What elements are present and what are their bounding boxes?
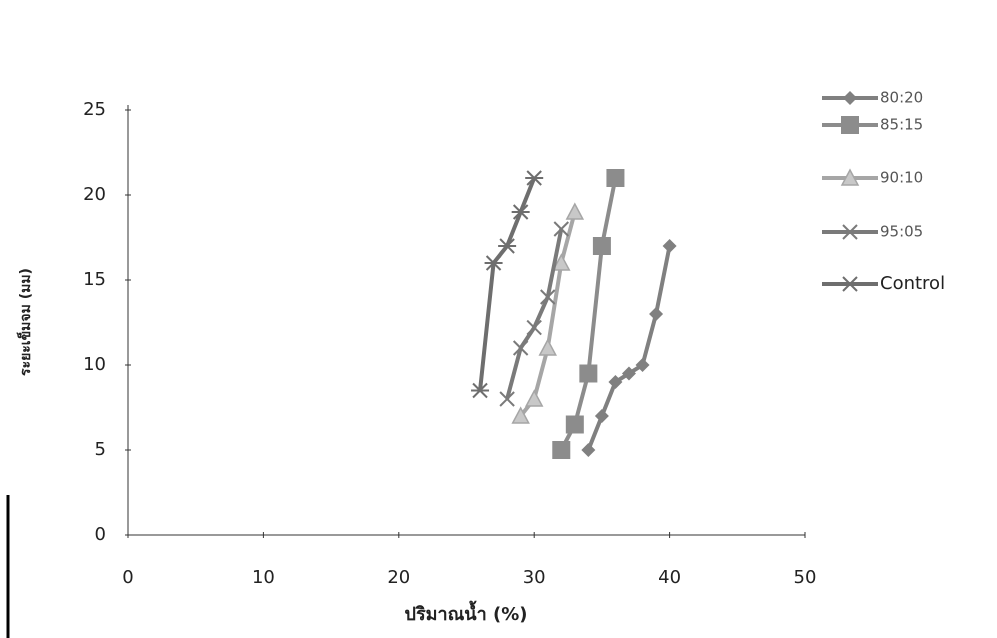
marker (499, 391, 515, 407)
marker (594, 409, 609, 423)
x-axis-label: ปริมาณน้ำ (%) (405, 600, 528, 625)
marker (552, 253, 571, 271)
y-tick-label: 10 (83, 354, 106, 375)
marker (511, 406, 530, 424)
marker (471, 382, 490, 399)
legend-marker (841, 276, 859, 292)
marker (608, 375, 623, 389)
x-tick-label: 0 (122, 567, 133, 588)
marker (606, 169, 625, 187)
legend-marker (840, 168, 860, 186)
marker (635, 358, 650, 372)
marker (579, 364, 598, 383)
marker (526, 319, 542, 336)
y-tick-label: 15 (83, 269, 106, 290)
marker (512, 340, 529, 356)
legend-marker (842, 224, 858, 240)
x-tick-label: 20 (387, 567, 410, 588)
marker (621, 366, 636, 381)
x-tick-label: 10 (252, 567, 275, 588)
marker (484, 255, 503, 271)
legend-label: 80:20 (880, 89, 923, 107)
legend-label: 85:15 (880, 116, 923, 134)
marker (662, 239, 677, 253)
x-tick-label: 50 (794, 567, 817, 588)
marker (525, 170, 544, 186)
marker (511, 204, 530, 220)
marker (552, 441, 571, 459)
y-tick-label: 20 (83, 184, 106, 205)
marker (553, 221, 569, 237)
y-axis-label: ระยะเข็มจม (มม) (16, 268, 34, 376)
y-tick-label: 0 (95, 524, 106, 545)
marker (581, 443, 596, 457)
y-tick-label: 25 (83, 99, 106, 120)
marker (524, 389, 544, 407)
marker (565, 202, 585, 220)
x-tick-label: 40 (658, 567, 681, 588)
legend-marker (843, 91, 857, 105)
marker (498, 238, 517, 254)
marker (592, 237, 611, 255)
y-tick-label: 5 (95, 439, 106, 460)
marker (649, 307, 664, 321)
x-tick-label: 30 (523, 567, 546, 588)
marker (540, 289, 556, 305)
legend-label: 95:05 (880, 223, 923, 241)
marker (538, 338, 557, 356)
legend-marker (841, 116, 859, 134)
legend-label: 90:10 (880, 169, 923, 187)
legend-label: Control (880, 273, 945, 294)
marker (565, 415, 584, 434)
